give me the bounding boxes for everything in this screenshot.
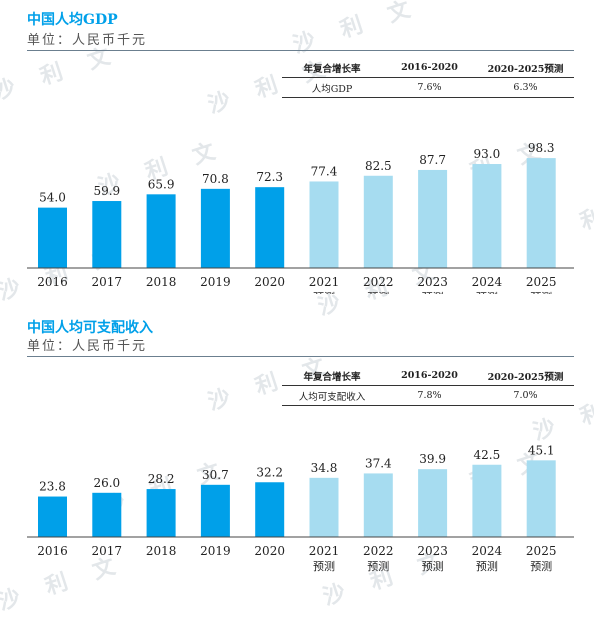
x-tick-sublabel: 预测 bbox=[530, 560, 552, 573]
data-label: 98.3 bbox=[528, 141, 555, 155]
bar bbox=[363, 175, 393, 268]
bar bbox=[472, 464, 502, 537]
data-label: 72.3 bbox=[256, 170, 283, 184]
data-label: 23.8 bbox=[39, 480, 66, 494]
cagr-header-label: 年复合增长率 bbox=[282, 366, 382, 386]
x-tick-label: 2024 bbox=[472, 544, 503, 558]
bar bbox=[363, 473, 393, 537]
data-label: 77.4 bbox=[311, 164, 338, 178]
bar bbox=[526, 460, 556, 537]
data-label: 30.7 bbox=[202, 468, 229, 482]
bar bbox=[200, 484, 230, 537]
x-tick-label: 2022 bbox=[363, 544, 394, 558]
x-tick-label: 2020 bbox=[254, 275, 285, 289]
cagr-value-period1: 7.6% bbox=[382, 77, 477, 98]
bar bbox=[146, 489, 176, 537]
x-tick-sublabel: 预测 bbox=[476, 560, 498, 573]
data-label: 87.7 bbox=[419, 153, 446, 167]
data-label: 93.0 bbox=[474, 147, 501, 161]
income-bar-chart: 23.8 2016 26.0 2017 28.2 2018 30.7 2019 32.2 2020… bbox=[27, 443, 574, 573]
x-tick-label: 2021 bbox=[309, 275, 340, 289]
cagr-header-period2: 2020-2025预测 bbox=[477, 366, 574, 386]
data-label: 34.8 bbox=[311, 461, 338, 475]
x-tick-sublabel: 预测 bbox=[422, 560, 444, 573]
data-label: 45.1 bbox=[528, 443, 555, 457]
bar bbox=[146, 194, 176, 268]
data-label: 65.9 bbox=[148, 177, 175, 191]
data-label: 42.5 bbox=[474, 448, 501, 462]
x-tick-sublabel: 预测 bbox=[422, 291, 444, 294]
divider bbox=[27, 356, 574, 357]
cagr-value-period2: 6.3% bbox=[477, 77, 574, 98]
bar bbox=[418, 169, 448, 268]
gdp-bar-chart: 54.0 2016 59.9 2017 65.9 2018 70.8 2019 72.3 2020… bbox=[27, 141, 574, 294]
data-label: 54.0 bbox=[39, 191, 66, 205]
divider bbox=[27, 50, 574, 51]
bar bbox=[255, 482, 285, 537]
x-tick-label: 2025 bbox=[526, 275, 557, 289]
x-tick-label: 2023 bbox=[417, 275, 448, 289]
x-tick-label: 2021 bbox=[309, 544, 340, 558]
data-label: 28.2 bbox=[148, 472, 175, 486]
x-tick-sublabel: 预测 bbox=[367, 291, 389, 294]
chart-title: 中国人均GDP bbox=[27, 12, 118, 28]
bar bbox=[472, 164, 502, 268]
x-tick-label: 2017 bbox=[92, 275, 123, 289]
x-tick-label: 2019 bbox=[200, 544, 231, 558]
cagr-table: 年复合增长率 2016-2020 2020-2025预测 人均可支配收入 7.8… bbox=[282, 366, 574, 406]
bar bbox=[309, 181, 339, 268]
chart-title: 中国人均可支配收入 bbox=[27, 320, 153, 336]
bar bbox=[92, 201, 122, 268]
bar bbox=[526, 158, 556, 268]
x-tick-label: 2020 bbox=[254, 544, 285, 558]
x-tick-label: 2023 bbox=[417, 544, 448, 558]
cagr-value-period2: 7.0% bbox=[477, 385, 574, 406]
income-chart-section: 中国人均可支配收入 单位：人民币千元 年复合增长率 2016-2020 2020… bbox=[0, 312, 594, 586]
cagr-header-label: 年复合增长率 bbox=[282, 58, 382, 78]
data-label: 82.5 bbox=[365, 159, 392, 173]
x-tick-label: 2024 bbox=[472, 275, 503, 289]
cagr-header-period2: 2020-2025预测 bbox=[477, 58, 574, 78]
data-label: 32.2 bbox=[256, 465, 283, 479]
cagr-header-period1: 2016-2020 bbox=[382, 366, 477, 386]
bar bbox=[200, 188, 230, 268]
x-tick-label: 2019 bbox=[200, 275, 231, 289]
chart-unit: 单位：人民币千元 bbox=[27, 33, 148, 48]
x-tick-sublabel: 预测 bbox=[476, 291, 498, 294]
cagr-value-period1: 7.8% bbox=[382, 385, 477, 406]
x-tick-label: 2018 bbox=[146, 275, 177, 289]
bar bbox=[255, 187, 285, 268]
data-label: 39.9 bbox=[419, 452, 446, 466]
x-tick-label: 2017 bbox=[92, 544, 123, 558]
data-label: 59.9 bbox=[93, 184, 120, 198]
x-tick-sublabel: 预测 bbox=[530, 291, 552, 294]
x-tick-sublabel: 预测 bbox=[313, 560, 335, 573]
gdp-chart-section: 中国人均GDP 单位：人民币千元 年复合增长率 2016-2020 2020-2… bbox=[0, 0, 594, 294]
cagr-header-period1: 2016-2020 bbox=[382, 58, 477, 78]
bar bbox=[38, 496, 67, 537]
x-tick-label: 2016 bbox=[37, 275, 68, 289]
bar bbox=[38, 207, 67, 268]
cagr-table: 年复合增长率 2016-2020 2020-2025预测 人均GDP 7.6% … bbox=[282, 58, 574, 98]
x-tick-label: 2016 bbox=[37, 544, 68, 558]
data-label: 26.0 bbox=[93, 476, 120, 490]
x-tick-label: 2022 bbox=[363, 275, 394, 289]
bar bbox=[418, 469, 448, 537]
bar bbox=[92, 492, 122, 537]
cagr-row-label: 人均可支配收入 bbox=[282, 385, 382, 406]
data-label: 37.4 bbox=[365, 456, 392, 470]
x-tick-sublabel: 预测 bbox=[367, 560, 389, 573]
cagr-row-label: 人均GDP bbox=[282, 77, 382, 98]
chart-unit: 单位：人民币千元 bbox=[27, 339, 148, 354]
data-label: 70.8 bbox=[202, 172, 229, 186]
x-tick-label: 2018 bbox=[146, 544, 177, 558]
x-tick-sublabel: 预测 bbox=[313, 291, 335, 294]
bar bbox=[309, 477, 339, 537]
x-tick-label: 2025 bbox=[526, 544, 557, 558]
